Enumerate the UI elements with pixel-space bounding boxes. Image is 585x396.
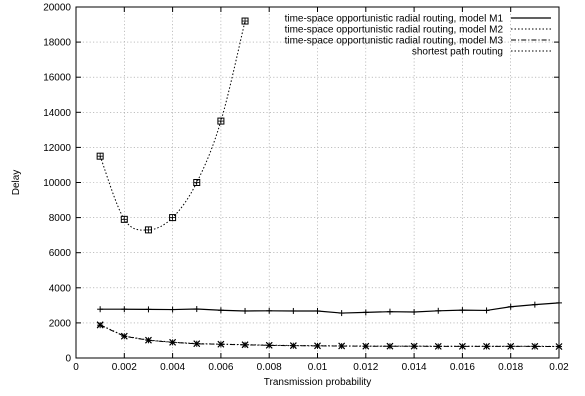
x-tick-label: 0 <box>73 362 79 373</box>
data-point <box>531 301 538 308</box>
data-point <box>459 307 466 314</box>
y-tick-label: 6000 <box>49 248 72 259</box>
legend-entry: time-space opportunistic radial routing,… <box>285 14 551 25</box>
y-axis-label: Delay <box>11 170 22 196</box>
x-tick-label: 0.018 <box>498 362 523 373</box>
data-point <box>314 307 321 314</box>
data-point <box>338 310 345 317</box>
data-point <box>121 306 128 313</box>
y-tick-label: 12000 <box>43 143 71 154</box>
x-tick-label: 0.014 <box>402 362 427 373</box>
data-point <box>96 321 104 329</box>
data-point <box>556 299 562 306</box>
data-point <box>507 303 514 310</box>
data-point <box>483 343 490 350</box>
data-point <box>241 341 249 349</box>
series-line <box>100 302 560 314</box>
x-tick-label: 0.004 <box>160 362 185 373</box>
data-point <box>435 307 442 314</box>
series-layer <box>96 17 563 350</box>
data-point <box>241 17 249 25</box>
data-point <box>97 306 104 313</box>
data-point <box>362 309 369 316</box>
data-point <box>145 306 152 313</box>
data-point <box>217 340 225 348</box>
data-point <box>265 342 273 349</box>
y-tick-label: 8000 <box>49 213 72 224</box>
legend-entry: time-space opportunistic radial routing,… <box>285 25 551 36</box>
y-tick-label: 0 <box>65 354 71 365</box>
series-2 <box>96 321 563 350</box>
series-4 <box>96 17 249 234</box>
x-tick-label: 0.012 <box>353 362 378 373</box>
y-tick-label: 16000 <box>43 73 71 84</box>
data-point <box>338 342 346 350</box>
data-point <box>531 343 539 350</box>
legend: time-space opportunistic radial routing,… <box>285 14 551 58</box>
data-point <box>483 307 490 314</box>
x-tick-label: 0.006 <box>208 362 233 373</box>
series-1 <box>97 299 562 317</box>
data-point <box>507 343 515 350</box>
series-3 <box>96 321 563 350</box>
data-point <box>386 342 394 350</box>
data-point <box>386 308 393 315</box>
legend-label: shortest path routing <box>412 47 503 58</box>
data-point <box>411 309 418 316</box>
data-point <box>169 306 176 313</box>
data-point <box>120 332 128 340</box>
y-tick-label: 14000 <box>43 108 71 119</box>
data-point <box>555 343 563 350</box>
data-point <box>410 342 418 350</box>
x-tick-label: 0.02 <box>549 362 569 373</box>
y-tick-label: 2000 <box>49 318 72 329</box>
y-tick-label: 18000 <box>43 38 71 49</box>
legend-label: time-space opportunistic radial routing,… <box>285 14 504 25</box>
data-point <box>242 307 249 314</box>
x-tick-label: 0.002 <box>112 362 137 373</box>
legend-label: time-space opportunistic radial routing,… <box>285 25 504 36</box>
series-line <box>99 324 560 347</box>
data-point <box>145 336 152 344</box>
series-line <box>99 324 560 348</box>
data-point <box>169 339 176 346</box>
data-point <box>266 307 273 314</box>
legend-label: time-space opportunistic radial routing,… <box>285 36 504 47</box>
data-point <box>290 307 297 314</box>
data-point <box>434 343 442 350</box>
data-point <box>362 342 370 350</box>
data-point <box>314 342 321 350</box>
y-tick-label: 4000 <box>49 283 72 294</box>
data-point <box>193 179 201 186</box>
y-tick-label: 10000 <box>43 178 71 189</box>
x-tick-label: 0.01 <box>308 362 328 373</box>
data-point <box>289 342 297 350</box>
data-point <box>144 226 152 234</box>
data-point <box>459 343 466 350</box>
data-point <box>217 307 224 314</box>
data-point <box>169 214 177 222</box>
legend-entry: time-space opportunistic radial routing,… <box>285 36 551 47</box>
data-point <box>217 117 225 125</box>
axes: 0 0.002 0.004 0.006 0.008 0.01 0.012 0.014 0.016… <box>43 3 569 374</box>
grid <box>76 7 559 358</box>
x-axis-label: Transmission probability <box>264 377 371 388</box>
data-point <box>96 152 104 160</box>
x-tick-label: 0.008 <box>257 362 282 373</box>
data-point <box>193 340 201 348</box>
x-tick-label: 0.016 <box>450 362 475 373</box>
y-tick-label: 20000 <box>43 3 71 14</box>
data-point <box>120 215 128 223</box>
legend-entry: shortest path routing <box>412 47 551 58</box>
data-point <box>193 306 200 313</box>
